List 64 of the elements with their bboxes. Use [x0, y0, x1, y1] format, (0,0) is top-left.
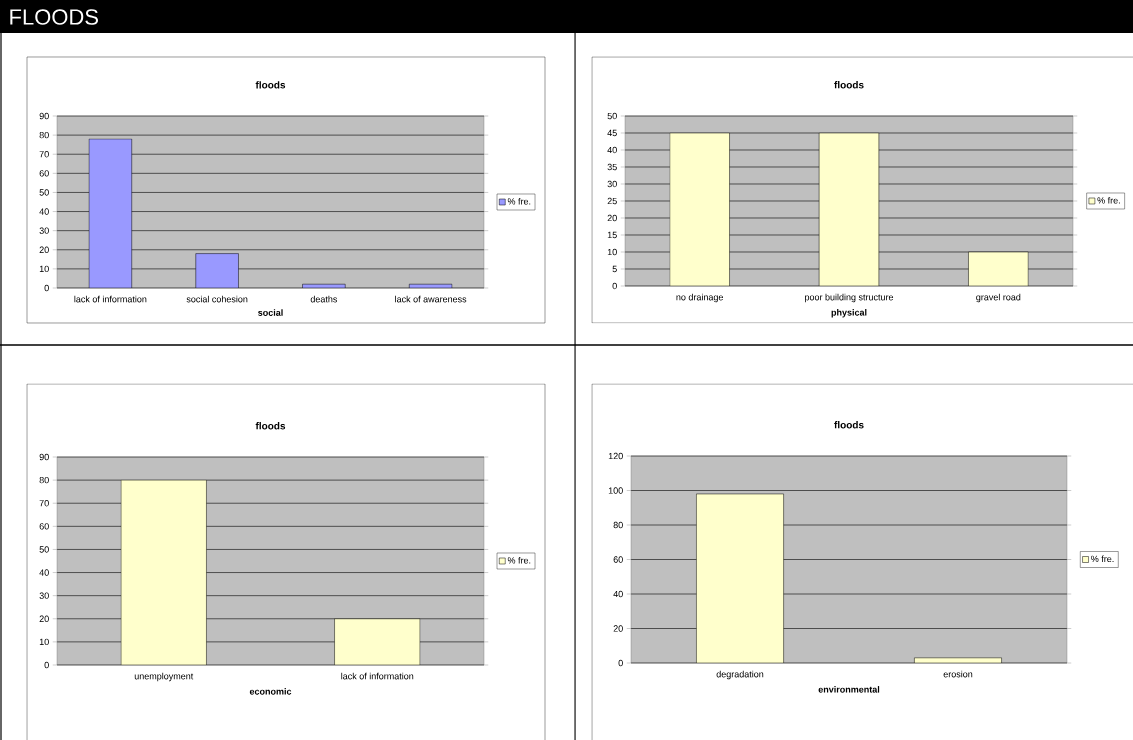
y-tick-label: 80 [39, 131, 49, 139]
y-tick-label: 30 [39, 592, 49, 599]
y-tick-label: 15 [607, 231, 617, 239]
y-tick-label: 60 [39, 523, 49, 530]
y-tick-label: 70 [39, 500, 49, 507]
chart-title: floods [255, 422, 286, 430]
y-tick-label: 10 [39, 265, 49, 273]
y-tick-label: 20 [607, 214, 617, 222]
legend-label: % fre. [507, 198, 531, 205]
y-tick-label: 35 [607, 163, 617, 171]
bar [302, 283, 346, 288]
y-tick-label: 100 [608, 487, 623, 494]
y-tick-label: 45 [607, 129, 617, 137]
y-tick-label: 90 [39, 112, 49, 120]
x-axis-title: social [258, 309, 283, 316]
y-tick-label: 40 [607, 146, 617, 154]
y-tick-label: 30 [607, 180, 617, 188]
y-tick-label: 80 [39, 476, 49, 484]
x-tick-label: deaths [310, 295, 338, 303]
x-tick-label: social cohesion [186, 295, 248, 303]
x-tick-label: no drainage [676, 293, 724, 303]
y-tick-label: 40 [39, 208, 49, 215]
x-axis-title: physical [831, 309, 867, 318]
y-tick-label: 80 [613, 521, 623, 529]
y-tick-label: 40 [39, 569, 49, 576]
y-tick-label: 120 [608, 452, 623, 460]
y-tick-label: 5 [612, 265, 617, 273]
x-tick-label: lack of information [74, 295, 147, 303]
x-tick-label: poor building structure [805, 293, 894, 303]
y-tick-label: 50 [39, 189, 49, 196]
y-tick-label: 0 [612, 282, 617, 290]
y-tick-label: 50 [39, 546, 49, 553]
y-tick-label: 20 [613, 625, 623, 632]
y-tick-label: 20 [39, 246, 49, 253]
legend-label: % fre. [1091, 555, 1114, 563]
y-tick-label: 90 [39, 453, 49, 461]
x-tick-label: unemployment [134, 672, 194, 682]
y-tick-label: 10 [39, 638, 49, 646]
y-tick-label: 25 [607, 197, 617, 205]
y-tick-label: 50 [607, 112, 617, 120]
legend-label: % fre. [1097, 197, 1120, 204]
y-tick-label: 70 [39, 151, 49, 158]
y-tick-label: 10 [607, 248, 617, 256]
y-tick-label: 0 [44, 284, 49, 292]
y-tick-label: 0 [618, 659, 623, 667]
chart-title: floods [255, 81, 286, 89]
y-tick-label: 60 [613, 556, 623, 563]
x-axis-title: environmental [818, 686, 880, 693]
chart-title: floods [834, 81, 864, 89]
x-tick-label: gravel road [976, 293, 1021, 303]
y-tick-label: 20 [39, 615, 49, 622]
x-tick-label: lack of information [341, 672, 414, 680]
x-tick-label: erosion [943, 670, 973, 678]
y-tick-label: 30 [39, 227, 49, 234]
y-tick-label: 60 [39, 170, 49, 177]
chart-title: floods [834, 421, 864, 429]
y-tick-label: 40 [613, 590, 623, 598]
y-tick-label: 0 [44, 661, 49, 669]
text: FLOODS [10, 9, 98, 25]
x-tick-label: degradation [716, 670, 764, 680]
bar [409, 283, 453, 288]
legend-label: % fre. [507, 557, 531, 564]
x-axis-title: economic [249, 688, 292, 695]
x-tick-label: lack of awareness [395, 295, 467, 303]
